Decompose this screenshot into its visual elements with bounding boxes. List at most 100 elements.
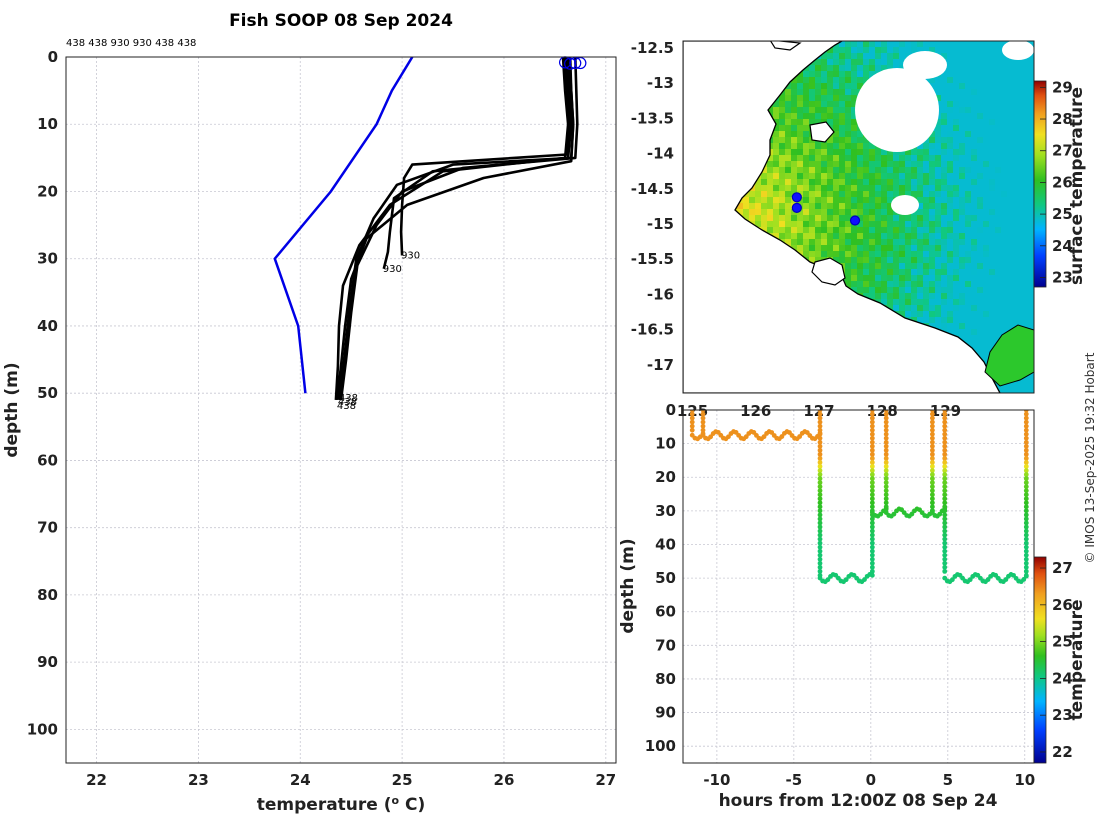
sst-cell (1019, 89, 1025, 95)
sst-cell (1007, 185, 1013, 191)
sst-cell (953, 215, 959, 221)
sst-cell (1019, 59, 1025, 65)
sst-cell (761, 167, 767, 173)
sst-cell (1007, 245, 1013, 251)
cast-sample (942, 460, 948, 465)
sst-cell (971, 77, 977, 83)
sst-cell (803, 77, 809, 83)
sst-cell (809, 173, 815, 179)
sst-cell (959, 185, 965, 191)
sst-cell (983, 95, 989, 101)
sst-cell (791, 113, 797, 119)
sst-cell (1001, 209, 1007, 215)
cast-sample (689, 415, 695, 421)
sst-cell (857, 263, 863, 269)
sst-cell (851, 167, 857, 173)
sst-cell (839, 71, 845, 77)
sst-cell (941, 269, 947, 275)
sst-cell (857, 233, 863, 239)
sst-cell (755, 191, 761, 197)
sst-cell (881, 173, 887, 179)
sst-cell (815, 155, 821, 161)
cast-sample (883, 451, 889, 457)
sst-cell (935, 197, 941, 203)
sst-cell (803, 113, 809, 119)
cast-sample (942, 520, 948, 526)
sst-cell (827, 101, 833, 107)
sst-cell (1025, 275, 1031, 281)
cast-sample (942, 480, 948, 486)
sst-cell (911, 269, 917, 275)
sst-cell (1031, 317, 1034, 323)
sst-cell (995, 299, 1001, 305)
sst-cell (953, 203, 959, 209)
sst-cell (863, 275, 869, 281)
sst-cell (1031, 179, 1034, 185)
cast-sample (869, 516, 875, 522)
profile-x-tick-label: 24 (290, 771, 311, 789)
sst-cell (869, 269, 875, 275)
sst-cell (989, 167, 995, 173)
sst-cell (809, 113, 815, 119)
sst-cell (809, 65, 815, 71)
sst-cell (821, 197, 827, 203)
sst-cell (761, 185, 767, 191)
sst-cell (815, 149, 821, 155)
sst-cell (827, 95, 833, 101)
sst-cell (887, 53, 893, 59)
cast-sample (929, 460, 935, 465)
sst-cell (947, 89, 953, 95)
sst-cell (917, 143, 923, 149)
timeseries-y-tick-label: 70 (655, 636, 676, 654)
cast-sample (1023, 552, 1029, 558)
sst-cell (1025, 59, 1031, 65)
sst-cell (935, 269, 941, 275)
sst-cell (977, 221, 983, 227)
sst-cell (851, 47, 857, 53)
sst-cell (899, 263, 905, 269)
sst-cell (989, 257, 995, 263)
sst-cell (1013, 95, 1019, 101)
sst-cell (905, 293, 911, 299)
sst-cell (959, 299, 965, 305)
sst-cell (941, 149, 947, 155)
sst-cell (941, 53, 947, 59)
sst-cell (929, 221, 935, 227)
sst-cell (935, 305, 941, 311)
sst-cell (989, 185, 995, 191)
sst-cell (971, 335, 977, 341)
sst-cell (971, 323, 977, 329)
sst-cell (857, 179, 863, 185)
profile-y-tick-label: 30 (37, 250, 58, 268)
sst-cell (851, 185, 857, 191)
sst-cell (989, 239, 995, 245)
sst-cell (893, 263, 899, 269)
sst-cell (989, 101, 995, 107)
sst-cell (761, 227, 767, 233)
sst-cell (821, 59, 827, 65)
cast-sample (869, 500, 875, 506)
sst-cell (893, 215, 899, 221)
sst-cell (1025, 209, 1031, 215)
sst-cell (941, 221, 947, 227)
sst-cell (923, 167, 929, 173)
sst-cell (845, 65, 851, 71)
sst-cell (785, 173, 791, 179)
sst-cell (989, 65, 995, 71)
sst-cell (941, 131, 947, 137)
sst-cell (989, 95, 995, 101)
surface-marker (564, 57, 577, 70)
sst-cell (803, 251, 809, 257)
sst-cell (935, 149, 941, 155)
sst-cell (935, 203, 941, 209)
sst-cell (1007, 299, 1013, 305)
sst-cell (1025, 299, 1031, 305)
sst-cell (857, 167, 863, 173)
sst-cell (941, 311, 947, 317)
sst-cell (959, 293, 965, 299)
sst-cell (857, 137, 863, 143)
sst-colorbar-tick-label: 25 (1052, 205, 1073, 223)
sst-cell (989, 299, 995, 305)
sst-cell (875, 53, 881, 59)
